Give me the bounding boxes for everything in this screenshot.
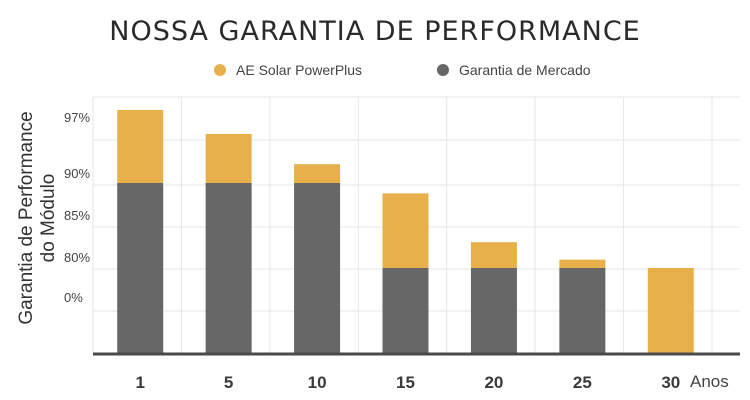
- bar-ae-solar: [470, 242, 517, 268]
- bar-ae-solar: [559, 259, 606, 268]
- y-tick-label: 97%: [64, 110, 90, 125]
- bar-mercado: [117, 183, 164, 354]
- legend-swatch-mercado: [437, 64, 449, 76]
- y-tick-label: 85%: [64, 208, 90, 223]
- bar-ae-solar: [117, 110, 164, 183]
- x-tick-label: 10: [308, 373, 327, 392]
- x-tick-label: 1: [135, 373, 144, 392]
- x-axis-label: Anos: [690, 372, 729, 391]
- bar-mercado: [294, 183, 341, 354]
- legend-item-ae-solar: AE Solar PowerPlus: [214, 62, 362, 78]
- y-tick-label: 80%: [64, 250, 90, 265]
- bar-mercado: [382, 268, 429, 354]
- y-tick-label: 0%: [64, 290, 83, 305]
- bar-mercado: [205, 183, 252, 354]
- x-tick-label: 30: [661, 373, 680, 392]
- x-tick-label: 15: [396, 373, 415, 392]
- y-tick-label: 90%: [64, 166, 90, 181]
- legend-swatch-ae-solar: [214, 64, 226, 76]
- chart-title: NOSSA GARANTIA DE PERFORMANCE: [109, 16, 641, 47]
- bar-ae-solar: [294, 164, 341, 183]
- bar-ae-solar: [647, 268, 694, 354]
- bar-mercado: [559, 268, 606, 354]
- legend: AE Solar PowerPlus Garantia de Mercado: [0, 62, 750, 82]
- x-tick-label: 25: [573, 373, 592, 392]
- x-tick-label: 20: [484, 373, 503, 392]
- legend-label-ae-solar: AE Solar PowerPlus: [236, 62, 363, 78]
- legend-label-mercado: Garantia de Mercado: [459, 62, 591, 78]
- bar-ae-solar: [205, 133, 252, 183]
- x-tick-label: 5: [224, 373, 233, 392]
- bar-ae-solar: [382, 193, 429, 268]
- legend-item-mercado: Garantia de Mercado: [437, 62, 591, 78]
- bar-mercado: [470, 268, 517, 354]
